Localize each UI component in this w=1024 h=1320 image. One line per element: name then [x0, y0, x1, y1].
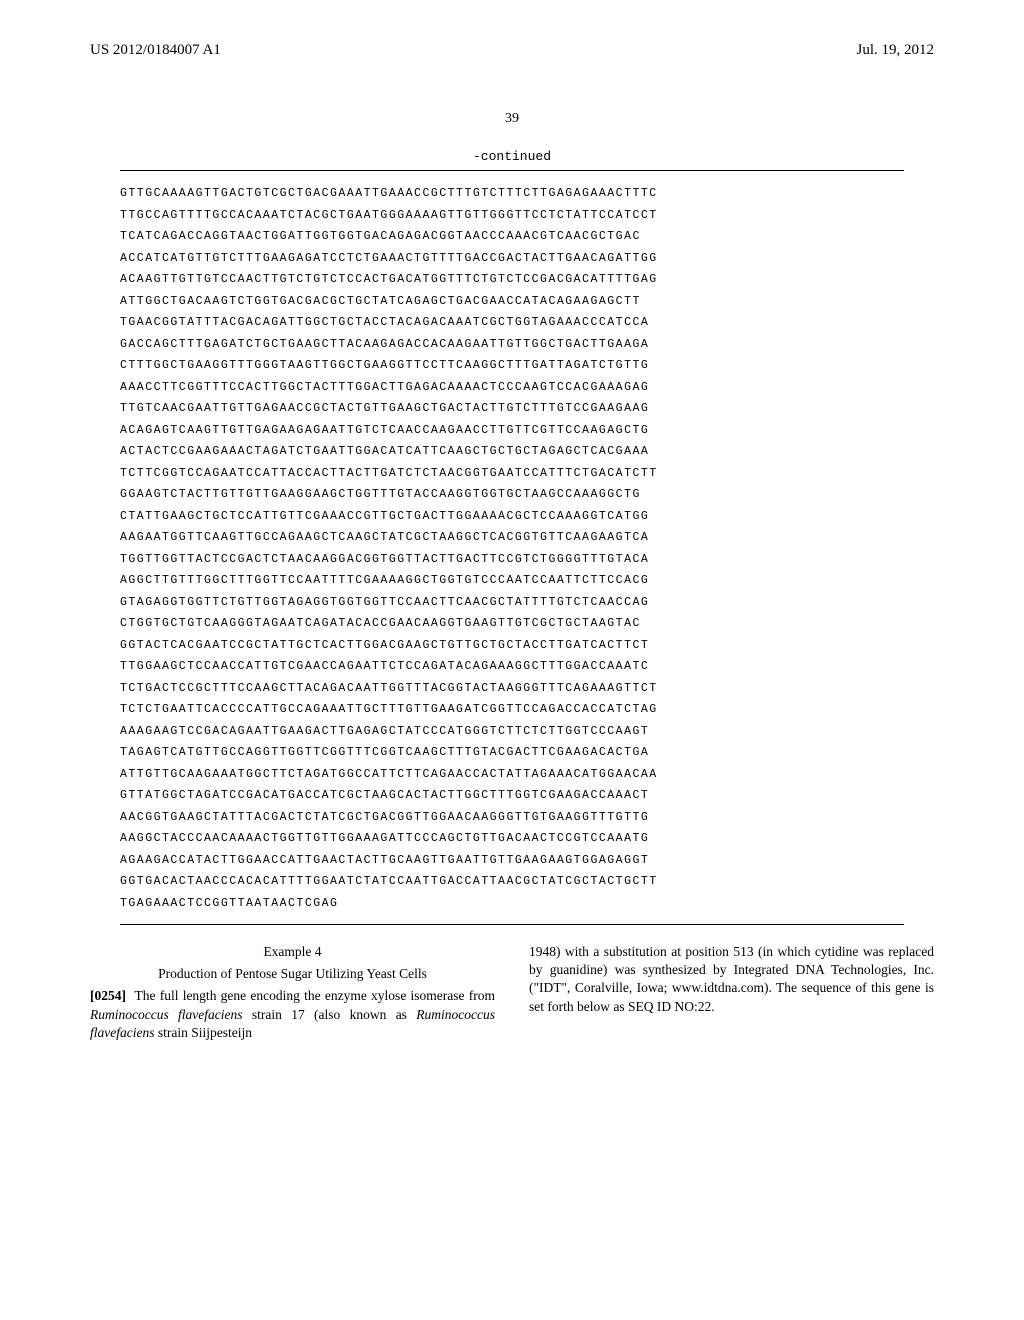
- page-number: 39: [0, 111, 1024, 127]
- species-name: Ruminococcus flavefaciens: [90, 1007, 243, 1022]
- text: strain 17 (also known as: [243, 1007, 417, 1022]
- sequence-line: CTGGTGCTGTCAAGGGTAGAATCAGATACACCGAACAAGG…: [120, 613, 904, 635]
- sequence-line: GACCAGCTTTGAGATCTGCTGAAGCTTACAAGAGACCACA…: [120, 334, 904, 356]
- sequence-line: ACAAGTTGTTGTCCAACTTGTCTGTCTCCACTGACATGGT…: [120, 269, 904, 291]
- paragraph: [0254] The full length gene encoding the…: [90, 987, 495, 1042]
- sequence-line: TAGAGTCATGTTGCCAGGTTGGTTCGGTTTCGGTCAAGCT…: [120, 742, 904, 764]
- sequence-line: TTGCCAGTTTTGCCACAAATCTACGCTGAATGGGAAAAGT…: [120, 205, 904, 227]
- sequence-line: GGTACTCACGAATCCGCTATTGCTCACTTGGACGAAGCTG…: [120, 635, 904, 657]
- sequence-line: TGAACGGTATTTACGACAGATTGGCTGCTACCTACAGACA…: [120, 312, 904, 334]
- sequence-line: ACAGAGTCAAGTTGTTGAGAAGAGAATTGTCTCAACCAAG…: [120, 420, 904, 442]
- continued-label: -continued: [0, 149, 1024, 164]
- sequence-line: TCTCTGAATTCACCCCATTGCCAGAAATTGCTTTGTTGAA…: [120, 699, 904, 721]
- publication-date: Jul. 19, 2012: [856, 42, 934, 59]
- sequence-line: TTGGAAGCTCCAACCATTGTCGAACCAGAATTCTCCAGAT…: [120, 656, 904, 678]
- sequence-line: TTGTCAACGAATTGTTGAGAACCGCTACTGTTGAAGCTGA…: [120, 398, 904, 420]
- sequence-line: AACGGTGAAGCTATTTACGACTCTATCGCTGACGGTTGGA…: [120, 807, 904, 829]
- sequence-line: AAACCTTCGGTTTCCACTTGGCTACTTTGGACTTGAGACA…: [120, 377, 904, 399]
- paragraph: 1948) with a substitution at position 51…: [529, 943, 934, 1016]
- sequence-line: GTTGCAAAAGTTGACTGTCGCTGACGAAATTGAAACCGCT…: [120, 183, 904, 205]
- sequence-line: ACCATCATGTTGTCTTTGAAGAGATCCTCTGAAACTGTTT…: [120, 248, 904, 270]
- sequence-line: GTAGAGGTGGTTCTGTTGGTAGAGGTGGTGGTTCCAACTT…: [120, 592, 904, 614]
- paragraph-number: [0254]: [90, 988, 126, 1003]
- sequence-line: AAGAATGGTTCAAGTTGCCAGAAGCTCAAGCTATCGCTAA…: [120, 527, 904, 549]
- sequence-line: AAAGAAGTCCGACAGAATTGAAGACTTGAGAGCTATCCCA…: [120, 721, 904, 743]
- text: The full length gene encoding the enzyme…: [134, 988, 495, 1003]
- sequence-line: TCATCAGACCAGGTAACTGGATTGGTGGTGACAGAGACGG…: [120, 226, 904, 248]
- sequence-line: TGAGAAACTCCGGTTAATAACTCGAG: [120, 893, 904, 915]
- sequence-line: ATTGTTGCAAGAAATGGCTTCTAGATGGCCATTCTTCAGA…: [120, 764, 904, 786]
- left-column: Example 4 Production of Pentose Sugar Ut…: [90, 943, 495, 1042]
- sequence-line: GTTATGGCTAGATCCGACATGACCATCGCTAAGCACTACT…: [120, 785, 904, 807]
- sequence-line: TCTGACTCCGCTTTCCAAGCTTACAGACAATTGGTTTACG…: [120, 678, 904, 700]
- example-heading: Example 4: [90, 943, 495, 961]
- sequence-line: AGGCTTGTTTGGCTTTGGTTCCAATTTTCGAAAAGGCTGG…: [120, 570, 904, 592]
- sequence-line: AAGGCTACCCAACAAAACTGGTTGTTGGAAAGATTCCCAG…: [120, 828, 904, 850]
- sequence-line: TCTTCGGTCCAGAATCCATTACCACTTACTTGATCTCTAA…: [120, 463, 904, 485]
- sequence-line: CTATTGAAGCTGCTCCATTGTTCGAAACCGTTGCTGACTT…: [120, 506, 904, 528]
- sequence-line: GGTGACACTAACCCACACATTTTGGAATCTATCCAATTGA…: [120, 871, 904, 893]
- sequence-line: ATTGGCTGACAAGTCTGGTGACGACGCTGCTATCAGAGCT…: [120, 291, 904, 313]
- right-column: 1948) with a substitution at position 51…: [529, 943, 934, 1042]
- sequence-line: TGGTTGGTTACTCCGACTCTAACAAGGACGGTGGTTACTT…: [120, 549, 904, 571]
- text: strain Siijpesteijn: [154, 1025, 252, 1040]
- publication-number: US 2012/0184007 A1: [90, 42, 221, 59]
- body-text: Example 4 Production of Pentose Sugar Ut…: [90, 943, 934, 1042]
- sequence-line: AGAAGACCATACTTGGAACCATTGAACTACTTGCAAGTTG…: [120, 850, 904, 872]
- sequence-block: GTTGCAAAAGTTGACTGTCGCTGACGAAATTGAAACCGCT…: [120, 170, 904, 925]
- sequence-line: CTTTGGCTGAAGGTTTGGGTAAGTTGGCTGAAGGTTCCTT…: [120, 355, 904, 377]
- example-title: Production of Pentose Sugar Utilizing Ye…: [90, 965, 495, 983]
- sequence-line: ACTACTCCGAAGAAACTAGATCTGAATTGGACATCATTCA…: [120, 441, 904, 463]
- sequence-line: GGAAGTCTACTTGTTGTTGAAGGAAGCTGGTTTGTACCAA…: [120, 484, 904, 506]
